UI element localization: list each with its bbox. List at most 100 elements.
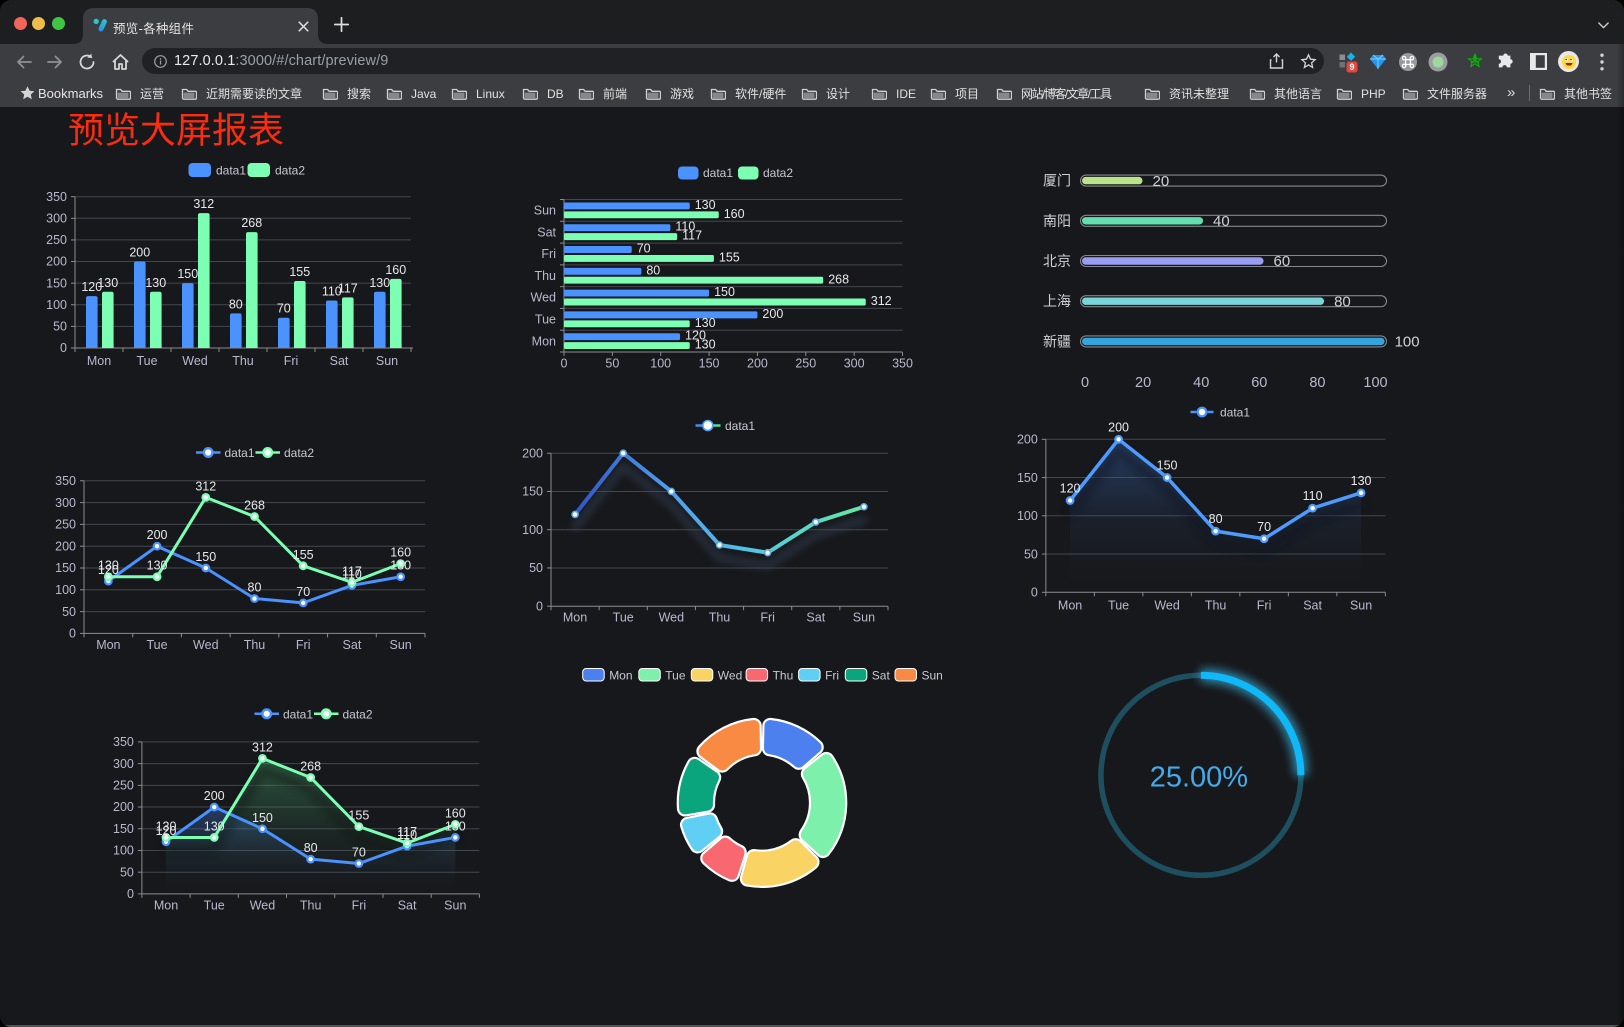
svg-text:Thu: Thu [244, 638, 266, 652]
svg-text:data1: data1 [703, 166, 733, 180]
svg-text:data2: data2 [275, 164, 305, 178]
svg-text:Sun: Sun [922, 669, 943, 683]
svg-text:Mon: Mon [532, 334, 556, 348]
svg-text:0: 0 [60, 341, 67, 355]
svg-text:0: 0 [69, 627, 76, 641]
svg-text:50: 50 [529, 561, 543, 575]
svg-text:200: 200 [46, 255, 67, 269]
svg-text:Mon: Mon [609, 669, 632, 683]
svg-text:200: 200 [55, 539, 76, 553]
svg-text:160: 160 [390, 546, 411, 560]
svg-text:250: 250 [795, 357, 816, 371]
svg-text:Fri: Fri [541, 247, 556, 261]
svg-text:130: 130 [204, 819, 225, 833]
svg-text:Tue: Tue [136, 354, 157, 368]
svg-text:155: 155 [293, 548, 314, 562]
svg-text:新疆: 新疆 [1043, 333, 1071, 349]
svg-text:50: 50 [120, 865, 134, 879]
svg-text:80: 80 [304, 841, 318, 855]
svg-text:300: 300 [844, 357, 865, 371]
svg-text:80: 80 [646, 263, 660, 277]
svg-text:60: 60 [1274, 253, 1291, 270]
svg-text:350: 350 [113, 735, 134, 749]
svg-text:110: 110 [1303, 489, 1323, 503]
svg-text:155: 155 [719, 250, 740, 264]
svg-text:data1: data1 [1220, 406, 1250, 420]
svg-text:312: 312 [193, 197, 214, 211]
svg-text:50: 50 [605, 357, 619, 371]
svg-text:Sat: Sat [1303, 598, 1322, 612]
svg-text:120: 120 [1060, 482, 1081, 496]
svg-text:100: 100 [46, 298, 67, 312]
svg-text:Sun: Sun [853, 611, 875, 625]
svg-text:Mon: Mon [563, 611, 587, 625]
svg-text:200: 200 [747, 357, 768, 371]
svg-text:0: 0 [536, 599, 543, 613]
svg-text:Thu: Thu [534, 269, 556, 283]
svg-text:20: 20 [1153, 173, 1170, 190]
svg-text:data2: data2 [763, 166, 793, 180]
svg-text:350: 350 [46, 190, 67, 204]
svg-text:40: 40 [1213, 213, 1230, 230]
svg-text:110: 110 [342, 567, 362, 581]
svg-text:150: 150 [55, 561, 76, 575]
svg-text:100: 100 [55, 583, 76, 597]
svg-text:0: 0 [1031, 586, 1038, 600]
svg-text:上海: 上海 [1043, 293, 1071, 309]
svg-text:200: 200 [762, 307, 783, 321]
svg-text:Sat: Sat [343, 638, 362, 652]
svg-text:117: 117 [682, 229, 702, 243]
svg-text:Tue: Tue [147, 638, 168, 652]
svg-text:Thu: Thu [300, 898, 322, 912]
svg-text:data2: data2 [284, 446, 314, 460]
svg-text:0: 0 [127, 887, 134, 901]
svg-text:Fri: Fri [825, 669, 839, 683]
svg-text:50: 50 [62, 605, 76, 619]
svg-text:Wed: Wed [659, 611, 685, 625]
svg-text:250: 250 [113, 779, 134, 793]
svg-text:Sat: Sat [398, 898, 417, 912]
svg-text:9: 9 [1349, 62, 1354, 72]
svg-text:data1: data1 [216, 164, 246, 178]
svg-text:100: 100 [1017, 509, 1038, 523]
svg-text:117: 117 [397, 825, 417, 839]
svg-text:厦门: 厦门 [1043, 173, 1071, 189]
svg-text:Sun: Sun [534, 204, 556, 218]
svg-text:Sun: Sun [376, 354, 398, 368]
svg-text:130: 130 [695, 338, 716, 352]
svg-text:150: 150 [177, 267, 198, 281]
svg-text:Wed: Wed [531, 291, 557, 305]
svg-text:200: 200 [1108, 420, 1129, 434]
svg-text:268: 268 [828, 272, 849, 286]
svg-text:Sat: Sat [806, 611, 825, 625]
svg-text:Wed: Wed [250, 898, 276, 912]
svg-text:350: 350 [892, 357, 913, 371]
svg-text:300: 300 [46, 212, 67, 226]
svg-text:300: 300 [55, 496, 76, 510]
svg-text:Mon: Mon [154, 898, 178, 912]
svg-text:150: 150 [714, 285, 735, 299]
svg-text:Fri: Fri [296, 638, 311, 652]
svg-text:120: 120 [81, 280, 102, 294]
svg-text:350: 350 [55, 474, 76, 488]
svg-text:80: 80 [229, 297, 243, 311]
svg-text:70: 70 [637, 241, 651, 255]
svg-text:110: 110 [397, 828, 417, 842]
svg-text:Sat: Sat [330, 354, 349, 368]
svg-text:70: 70 [277, 302, 291, 316]
svg-text:120: 120 [98, 563, 119, 577]
svg-text:150: 150 [113, 822, 134, 836]
svg-text:40: 40 [1193, 375, 1209, 391]
svg-text:0: 0 [1081, 375, 1089, 391]
svg-text:Fri: Fri [1257, 598, 1272, 612]
svg-text:80: 80 [1334, 293, 1351, 310]
svg-text:150: 150 [1017, 471, 1038, 485]
svg-text:Mon: Mon [1058, 598, 1082, 612]
svg-text:300: 300 [113, 757, 134, 771]
svg-text:130: 130 [369, 276, 390, 290]
svg-text:130: 130 [695, 316, 716, 330]
svg-text:北京: 北京 [1043, 253, 1071, 269]
svg-text:80: 80 [1209, 512, 1223, 526]
svg-text:data1: data1 [725, 419, 755, 433]
svg-text:130: 130 [145, 276, 166, 290]
